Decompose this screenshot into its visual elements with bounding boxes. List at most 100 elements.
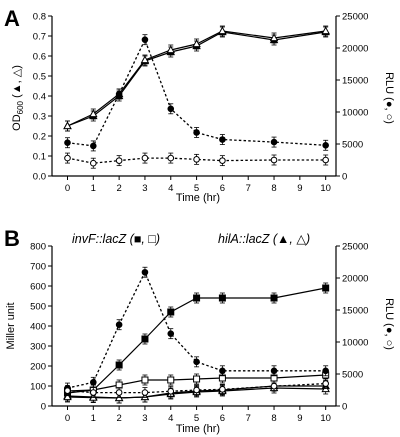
x-tick-label-a: 2 — [116, 183, 121, 194]
y-tick-label-a: 0.8 — [33, 12, 46, 23]
y-axis-label-a: OD600 (▲, △) — [11, 65, 25, 131]
data-point-a-circle-open — [219, 157, 226, 164]
data-point-b-circle-open — [270, 382, 278, 390]
data-point-b-circle-filled — [141, 268, 149, 276]
y2-tick-label-a: 20000 — [342, 44, 368, 55]
x-tick-label-a: 4 — [168, 183, 173, 194]
data-point-a-circle-filled — [193, 129, 200, 136]
data-point-a-circle-filled — [64, 139, 71, 147]
y2-tick-label-b: 0 — [342, 402, 347, 413]
data-point-a-triangle-open — [321, 26, 330, 35]
y-tick-label-a: 0.1 — [33, 152, 46, 163]
legend-invf: invF::lacZ (■, □) — [72, 232, 160, 246]
y-tick-label-b: 0 — [41, 402, 46, 413]
data-point-b-square-open — [167, 376, 175, 384]
data-point-b-circle-open — [90, 389, 97, 396]
y-tick-label-a: 0.4 — [33, 92, 46, 103]
data-point-a-circle-open — [270, 156, 278, 164]
data-point-a-circle-open — [141, 154, 149, 162]
data-point-b-circle-filled — [193, 358, 200, 366]
data-point-b-square-open — [141, 376, 149, 384]
series-line-b-circle-filled — [67, 270, 326, 389]
y2-tick-label-b: 5000 — [342, 370, 363, 381]
x-tick-label-b: 3 — [142, 413, 147, 424]
y-tick-label-b: 300 — [30, 342, 46, 353]
y2-tick-label-a: 5000 — [342, 140, 363, 151]
data-point-a-triangle-open — [166, 45, 176, 54]
y2-tick-label-a: 10000 — [342, 108, 368, 119]
panel-label-b: B — [4, 226, 20, 251]
data-point-b-circle-open — [115, 389, 123, 396]
data-point-a-circle-open — [193, 156, 200, 163]
panel-b: B invF::lacZ (■, □) hilA::lacZ (▲, △) Mi… — [4, 226, 395, 435]
data-point-b-circle-open — [322, 380, 329, 387]
x-axis-label-b: Time (hr) — [176, 423, 220, 435]
y2-tick-label-b: 20000 — [342, 274, 368, 285]
y-tick-label-b: 400 — [30, 322, 46, 333]
data-point-a-circle-open — [90, 159, 97, 167]
y-axis-label-a-rest: (▲, △) — [11, 65, 23, 101]
data-point-a-circle-open — [115, 157, 123, 164]
data-point-a-triangle-open — [63, 121, 72, 130]
data-point-b-square-filled — [193, 294, 201, 302]
legend-hila: hilA::lacZ (▲, △) — [218, 232, 310, 246]
y-tick-label-b: 100 — [30, 382, 46, 393]
data-point-a-triangle-open — [140, 55, 150, 64]
data-point-a-circle-filled — [141, 36, 149, 43]
data-point-a-circle-filled — [322, 141, 329, 149]
panel-label-a: A — [4, 6, 20, 31]
data-point-a-circle-open — [167, 154, 175, 162]
y-tick-label-a: 0.5 — [33, 72, 46, 83]
data-point-a-circle-filled — [90, 142, 97, 150]
y2-tick-label-b: 25000 — [342, 242, 368, 253]
x-tick-label-b: 7 — [246, 413, 251, 424]
x-tick-label-a: 8 — [271, 183, 276, 194]
x-tick-label-b: 2 — [116, 413, 121, 424]
data-point-b-circle-open — [167, 387, 175, 395]
data-point-a-triangle-open — [269, 33, 279, 42]
y-tick-label-b: 200 — [30, 362, 46, 373]
data-point-b-square-open — [115, 381, 123, 389]
data-point-b-circle-filled — [270, 367, 278, 375]
data-point-a-circle-filled — [115, 90, 123, 98]
y2-tick-label-a: 0 — [342, 172, 347, 183]
x-tick-label-a: 9 — [297, 183, 302, 194]
x-tick-label-b: 1 — [91, 413, 96, 424]
data-point-a-triangle-open — [192, 39, 201, 48]
x-tick-label-b: 6 — [220, 413, 225, 424]
x-tick-label-a: 5 — [194, 183, 199, 194]
y-axis-label-b: Miller unit — [5, 302, 17, 349]
data-point-b-circle-filled — [115, 321, 123, 329]
x-tick-label-a: 7 — [246, 183, 251, 194]
x-tick-label-b: 4 — [168, 413, 173, 424]
panel-a: A OD600 (▲, △) RLU (●, ○) Time (hr) 0 1 2 3… — [4, 6, 395, 204]
x-tick-label-b: 8 — [271, 413, 276, 424]
x-tick-label-b: 0 — [65, 413, 70, 424]
x-tick-label-a: 6 — [220, 183, 225, 194]
data-point-a-triangle-open — [89, 109, 98, 118]
data-point-b-circle-filled — [322, 367, 329, 375]
x-tick-label-a: 3 — [142, 183, 147, 194]
x-tick-label-a: 0 — [65, 183, 70, 194]
y-axis-label-a-sub: 600 — [16, 100, 25, 114]
data-point-b-square-filled — [115, 361, 123, 369]
y2-tick-label-a: 25000 — [342, 12, 368, 23]
data-point-b-square-filled — [141, 335, 149, 343]
data-point-b-circle-filled — [167, 330, 175, 337]
x-axis-label-a: Time (hr) — [176, 192, 220, 204]
data-point-b-square-filled — [270, 294, 278, 302]
data-point-a-circle-open — [64, 154, 71, 162]
data-point-b-square-filled — [167, 308, 175, 316]
y-tick-label-b: 600 — [30, 282, 46, 293]
y-tick-label-a: 0.6 — [33, 52, 46, 63]
x-tick-label-b: 9 — [297, 413, 302, 424]
data-point-a-triangle-open — [218, 26, 227, 35]
data-point-b-triangle-open — [63, 392, 72, 401]
y2-axis-label-b: RLU (●, ○) — [383, 298, 395, 350]
data-point-b-square-filled — [218, 294, 226, 302]
y2-axis-label-a: RLU (●, ○) — [383, 72, 395, 124]
y-tick-label-b: 700 — [30, 262, 46, 273]
data-point-b-square-open — [193, 375, 201, 383]
data-point-b-circle-filled — [90, 379, 97, 386]
